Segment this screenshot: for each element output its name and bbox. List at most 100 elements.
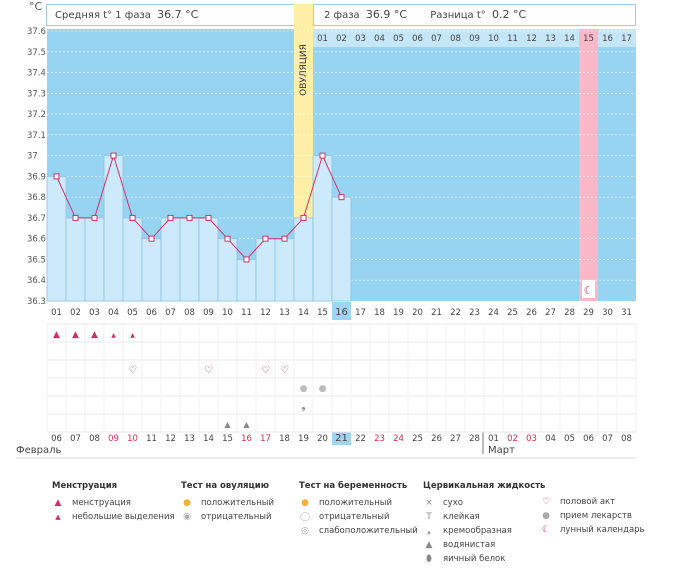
cycle-day-label: 23: [469, 308, 480, 318]
legend-pregnancy-test-title: Тест на беременность: [299, 481, 408, 491]
medication-icon: ●: [300, 384, 308, 394]
temperature-point: [148, 235, 155, 242]
cycle-day-label: 22: [450, 308, 461, 318]
phase2-day-label: 01: [317, 34, 328, 44]
negative-pregnancy-icon: ◯: [299, 512, 311, 522]
diff-value: 0.2 °C: [491, 8, 527, 21]
y-tick-label: 37.6: [27, 27, 46, 37]
moon-icon: ☾: [584, 284, 594, 297]
calendar-date-label: 28: [469, 434, 480, 444]
heavy-flow-icon: ▲: [54, 498, 62, 508]
legend-item: кремообразная: [443, 526, 512, 536]
cycle-day-label: 13: [279, 308, 290, 318]
cycle-day-label: 15: [317, 308, 328, 318]
phase2-value: 36.9 °C: [365, 8, 408, 21]
temperature-line: [56, 153, 342, 261]
temperature-point: [53, 173, 60, 180]
y-tick-label: 36.9: [27, 172, 46, 182]
cycle-day-label: 03: [89, 308, 100, 318]
negative-test-icon: ◉: [183, 512, 191, 522]
intercourse-icon: ♡: [204, 365, 213, 376]
phase2-summary: 2 фаза 36.9 °C Разница t° 0.2 °C: [313, 4, 636, 26]
calendar-date-label: 06: [583, 434, 594, 444]
legend-item: отрицательный: [319, 512, 390, 522]
y-tick-label: 37.5: [27, 48, 46, 58]
calendar-date-label: 19: [298, 434, 309, 444]
calendar-date-label: 27: [450, 434, 461, 444]
temperature-point: [300, 214, 307, 221]
legend-item: прием лекарств: [560, 511, 632, 521]
temperature-bar: [198, 217, 219, 302]
cycle-day-label: 07: [165, 308, 176, 318]
phase2-day-label: 11: [507, 34, 518, 44]
temperature-bar: [293, 217, 314, 302]
cycle-day-label: 01: [51, 308, 62, 318]
calendar-date-label: 04: [545, 434, 556, 444]
phase2-day-label: 16: [602, 34, 613, 44]
cycle-day-label: 14: [298, 308, 309, 318]
calendar-date-label: 18: [279, 434, 290, 444]
legend-item: отрицательный: [201, 512, 272, 522]
phase2-day-label: 07: [431, 34, 442, 44]
month-label-march: Март: [488, 445, 515, 456]
temperature-point: [72, 214, 79, 221]
temperature-point: [110, 152, 117, 159]
phase2-day-label: 06: [412, 34, 423, 44]
heavy-flow-icon: ▲: [72, 330, 79, 340]
calendar-date-label: 23: [374, 434, 385, 444]
temperature-bar: [122, 217, 143, 302]
temperature-bar: [217, 238, 238, 302]
calendar-date-label: 02: [507, 434, 518, 444]
cycle-day-label: 25: [507, 308, 518, 318]
watery-icon: ▲: [224, 420, 231, 429]
phase2-day-label: 10: [488, 34, 499, 44]
legend-item: яичный белок: [443, 554, 506, 564]
calendar-date-label: 26: [431, 434, 442, 444]
legend-ovulation-test-title: Тест на овуляцию: [181, 481, 270, 491]
cycle-day-label: 17: [355, 308, 366, 318]
calendar-date-label: 07: [70, 434, 81, 444]
calendar-date-label: 20: [317, 434, 328, 444]
temperature-chart: ☾ 01 02 03 04 05 06 07 08 09 10 11 12 13 14 15 16 17 36.3…: [16, 4, 637, 459]
phase2-day-label: 15: [583, 34, 594, 44]
legend-item: половой акт: [560, 497, 616, 507]
positive-test-icon: ●: [183, 498, 191, 508]
calendar-date-label: 03: [526, 434, 537, 444]
y-tick-label: 37.4: [27, 69, 46, 79]
cycle-day-label: 08: [184, 308, 195, 318]
cycle-day-label: 05: [127, 308, 138, 318]
calendar-date-label: 22: [355, 434, 366, 444]
legend-cervical-title: Цервикальная жидкость: [423, 481, 546, 491]
cycle-day-label: 02: [70, 308, 81, 318]
phase2-day-label: 03: [355, 34, 366, 44]
legend-item: менструация: [72, 498, 131, 508]
legend-item: водянистая: [443, 540, 496, 550]
moon-icon: ☾: [541, 525, 551, 535]
temperature-bar: [160, 217, 181, 302]
calendar-date-label: 17: [260, 434, 271, 444]
cycle-day-label: 26: [526, 308, 537, 318]
pink-day-column: [579, 29, 598, 301]
y-tick-label: 37.1: [27, 131, 46, 141]
phase2-label: 2 фаза: [324, 10, 360, 21]
calendar-date-label: 16: [241, 434, 252, 444]
legend-item: клейкая: [443, 512, 480, 522]
light-flow-icon: ▲: [111, 332, 116, 339]
legend-item: лунный календарь: [560, 525, 645, 535]
legend-other: ♡ половой акт ● прием лекарств ☾ лунный кал…: [540, 495, 645, 537]
calendar-date-label: 24: [393, 434, 404, 444]
y-tick-label: 37.3: [27, 89, 46, 99]
calendar-date-label: 25: [412, 434, 423, 444]
calendar-date-label: 14: [203, 434, 214, 444]
temperature-bar: [331, 196, 352, 302]
y-tick-label: 36.7: [27, 214, 46, 224]
cycle-day-label: 28: [564, 308, 575, 318]
cycle-day-label: 12: [260, 308, 271, 318]
phase2-day-label: 14: [564, 34, 575, 44]
cycle-day-label: 24: [488, 308, 499, 318]
medication-icon: ●: [319, 384, 327, 394]
calendar-date-label: 07: [602, 434, 613, 444]
legend-item: положительный: [319, 498, 392, 508]
calendar-date-label: 11: [146, 434, 157, 444]
calendar-date-label: 08: [621, 434, 632, 444]
